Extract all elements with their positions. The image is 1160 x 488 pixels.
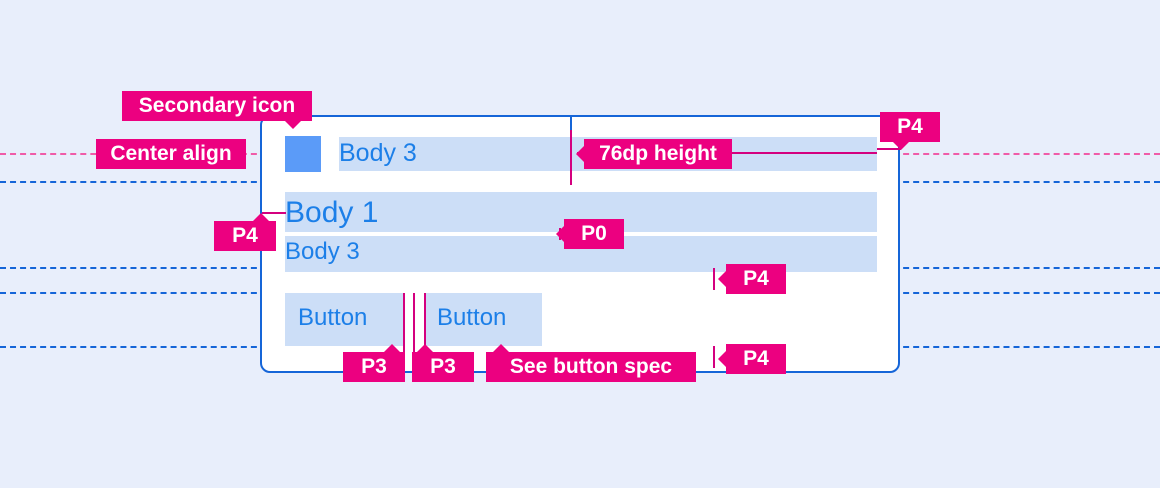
annotation-p0[interactable]: P0 (556, 219, 624, 249)
arrow-up-icon (492, 344, 510, 353)
annotation-p4-top-right-label: P4 (897, 115, 923, 138)
measure-p4-left (262, 212, 286, 214)
button-1-label[interactable]: Button (298, 304, 368, 331)
annotation-p0-label: P0 (581, 222, 607, 245)
measure-p3-gap (413, 293, 415, 363)
annotation-p3-first[interactable]: P3 (343, 344, 405, 382)
annotation-76dp-height[interactable]: 76dp height (576, 139, 732, 169)
arrow-down-icon (284, 120, 302, 129)
header-text: Body 3 (339, 139, 417, 167)
measure-p4-top-right (877, 148, 901, 150)
arrow-left-icon (556, 225, 565, 243)
measure-p3-first (403, 293, 405, 363)
annotation-p4-mid-right-label: P4 (743, 267, 769, 290)
primary-text: Body 1 (285, 196, 379, 229)
annotation-p3-first-label: P3 (361, 355, 387, 378)
annotation-p4-left[interactable]: P4 (214, 213, 276, 251)
measure-p3-second (424, 293, 426, 363)
annotation-center-align-label: Center align (110, 142, 232, 165)
annotation-secondary-icon-label: Secondary icon (138, 94, 296, 117)
annotation-p4-left-label: P4 (232, 224, 258, 247)
arrow-left-icon (576, 145, 585, 163)
annotation-p4-top-right[interactable]: P4 (880, 112, 940, 150)
annotation-p3-second-label: P3 (430, 355, 456, 378)
button-1-highlight (285, 293, 403, 346)
arrow-up-icon (383, 344, 401, 353)
button-2-highlight (424, 293, 542, 346)
annotation-p4-bottom-right-label: P4 (743, 347, 769, 370)
measure-p4-mid-right (713, 268, 715, 290)
button-2-label[interactable]: Button (437, 304, 507, 331)
annotation-see-button-spec[interactable]: See button spec (486, 344, 696, 382)
annotation-see-button-spec-label: See button spec (509, 355, 673, 378)
arrow-down-icon (892, 141, 910, 150)
annotation-p3-second[interactable]: P3 (412, 344, 474, 382)
secondary-text: Body 3 (285, 238, 360, 265)
arrow-left-icon (718, 350, 727, 368)
arrow-up-icon (252, 213, 270, 222)
annotation-p4-bottom-right[interactable]: P4 (718, 344, 786, 374)
annotation-p4-mid-right[interactable]: P4 (718, 264, 786, 294)
annotation-76dp-height-label: 76dp height (599, 142, 717, 165)
annotation-center-align[interactable]: Center align (96, 139, 246, 169)
measure-p4-bottom-right (713, 346, 715, 368)
secondary-icon-swatch[interactable] (285, 136, 321, 172)
measure-76dp-vertical (570, 130, 572, 185)
arrow-left-icon (718, 270, 727, 288)
arrow-up-icon (416, 344, 434, 353)
annotation-secondary-icon[interactable]: Secondary icon (122, 91, 312, 129)
